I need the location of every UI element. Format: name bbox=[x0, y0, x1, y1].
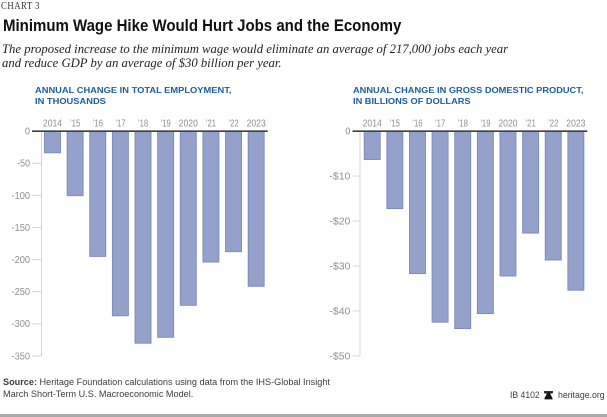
svg-text:-$20: -$20 bbox=[329, 217, 350, 228]
svg-text:0: 0 bbox=[345, 127, 351, 138]
svg-text:2020: 2020 bbox=[179, 118, 199, 129]
svg-text:’19: ’19 bbox=[480, 118, 491, 129]
svg-text:2014: 2014 bbox=[43, 118, 63, 129]
svg-text:2020: 2020 bbox=[498, 118, 518, 129]
svg-text:’15: ’15 bbox=[70, 118, 81, 129]
svg-text:-100: -100 bbox=[12, 191, 31, 202]
svg-text:-50: -50 bbox=[17, 159, 30, 170]
svg-text:’16: ’16 bbox=[93, 118, 104, 129]
svg-text:’18: ’18 bbox=[458, 118, 469, 129]
svg-text:-200: -200 bbox=[12, 255, 31, 266]
svg-text:-$10: -$10 bbox=[329, 172, 350, 183]
svg-text:’15: ’15 bbox=[390, 118, 401, 129]
svg-text:’19: ’19 bbox=[161, 118, 172, 129]
svg-text:’17: ’17 bbox=[435, 118, 446, 129]
svg-text:’21: ’21 bbox=[206, 118, 217, 129]
svg-text:0: 0 bbox=[25, 127, 31, 138]
svg-text:2014: 2014 bbox=[363, 118, 383, 129]
svg-text:’16: ’16 bbox=[412, 118, 423, 129]
svg-text:-150: -150 bbox=[12, 223, 31, 234]
svg-text:-300: -300 bbox=[12, 319, 31, 330]
svg-text:-$50: -$50 bbox=[329, 351, 350, 362]
svg-text:’18: ’18 bbox=[138, 118, 149, 129]
svg-text:’22: ’22 bbox=[548, 118, 559, 129]
svg-text:’21: ’21 bbox=[525, 118, 536, 129]
svg-text:-350: -350 bbox=[12, 351, 31, 362]
svg-text:-$40: -$40 bbox=[329, 306, 350, 317]
svg-text:-250: -250 bbox=[12, 287, 31, 298]
svg-text:’22: ’22 bbox=[228, 118, 239, 129]
svg-text:’17: ’17 bbox=[115, 118, 126, 129]
svg-text:2023: 2023 bbox=[566, 118, 586, 129]
svg-text:2023: 2023 bbox=[247, 118, 267, 129]
svg-text:-$30: -$30 bbox=[329, 261, 350, 272]
